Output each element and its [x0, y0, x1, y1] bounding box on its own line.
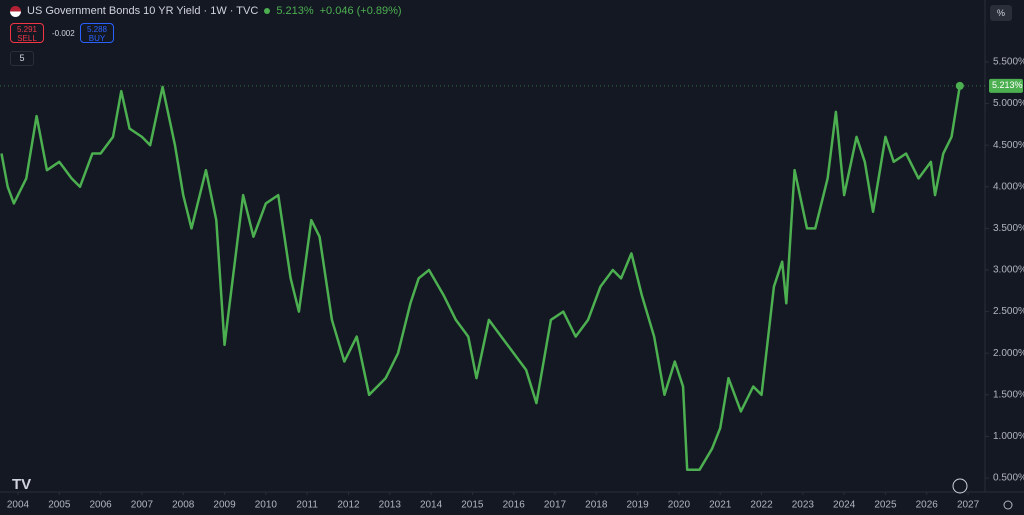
y-tick-label: 4.000%	[993, 181, 1024, 192]
spread: -0.002	[52, 29, 75, 38]
x-tick-label: 2024	[833, 500, 856, 511]
settings-icon[interactable]	[1003, 500, 1013, 510]
x-tick-label: 2013	[379, 500, 402, 511]
x-tick-label: 2011	[296, 500, 318, 511]
x-tick-label: 2025	[874, 500, 897, 511]
last-price-label: 5.213%	[992, 80, 1023, 90]
x-tick-label: 2007	[131, 500, 154, 511]
symbol[interactable]: US Government Bonds 10 YR Yield · 1W · T…	[27, 5, 259, 17]
x-tick-label: 2005	[48, 500, 71, 511]
header: US Government Bonds 10 YR Yield · 1W · T…	[10, 5, 402, 17]
sell-label: SELL	[17, 34, 37, 43]
x-tick-label: 2022	[750, 500, 773, 511]
x-tick-label: 2018	[585, 500, 608, 511]
x-tick-label: 2010	[255, 500, 278, 511]
logo: TV	[12, 476, 31, 493]
x-tick-label: 2009	[213, 500, 236, 511]
sell-price: 5.291	[16, 25, 38, 34]
y-tick-label: 1.500%	[993, 389, 1024, 400]
buy-label: BUY	[88, 34, 106, 43]
x-tick-label: 2017	[544, 500, 567, 511]
last: 5.213%	[276, 5, 314, 17]
x-tick-label: 2020	[668, 500, 691, 511]
flag	[10, 5, 21, 17]
y-tick-label: 0.500%	[993, 473, 1024, 484]
y-tick-label: 2.000%	[993, 348, 1024, 359]
y-tick-label: 1.000%	[993, 431, 1024, 442]
x-tick-label: 2012	[337, 500, 360, 511]
status-dot	[264, 8, 271, 14]
x-tick-label: 2021	[709, 500, 732, 511]
last-price-box	[989, 78, 1023, 93]
y-tick-label: 5.000%	[993, 98, 1024, 109]
last-point	[955, 81, 964, 90]
buy-price: 5.288	[86, 25, 108, 34]
sell-button[interactable]: 5.291 SELL	[10, 23, 44, 43]
line-series	[0, 85, 962, 471]
scale-button[interactable]: %	[990, 5, 1012, 21]
y-tick-label: 3.000%	[993, 265, 1024, 276]
lightning-icon[interactable]	[952, 478, 968, 494]
x-tick-label: 2027	[957, 500, 980, 511]
y-tick-label: 3.500%	[993, 223, 1024, 234]
x-tick-label: 2014	[420, 500, 443, 511]
x-tick-label: 2008	[172, 500, 195, 511]
x-tick-label: 2006	[89, 500, 112, 511]
x-tick-label: 2015	[461, 500, 484, 511]
buy-button[interactable]: 5.288 BUY	[80, 23, 114, 43]
y-tick-label: 4.500%	[993, 140, 1024, 151]
x-tick-label: 2016	[503, 500, 526, 511]
y-tick-label: 5.500%	[993, 57, 1024, 68]
indicators-toggle[interactable]: 5	[10, 51, 34, 66]
x-tick-label: 2026	[916, 500, 939, 511]
change: +0.046 (+0.89%)	[319, 5, 402, 17]
x-tick-label: 2023	[792, 500, 815, 511]
x-tick-label: 2004	[7, 500, 30, 511]
x-tick-label: 2019	[626, 500, 649, 511]
y-tick-label: 2.500%	[993, 306, 1024, 317]
